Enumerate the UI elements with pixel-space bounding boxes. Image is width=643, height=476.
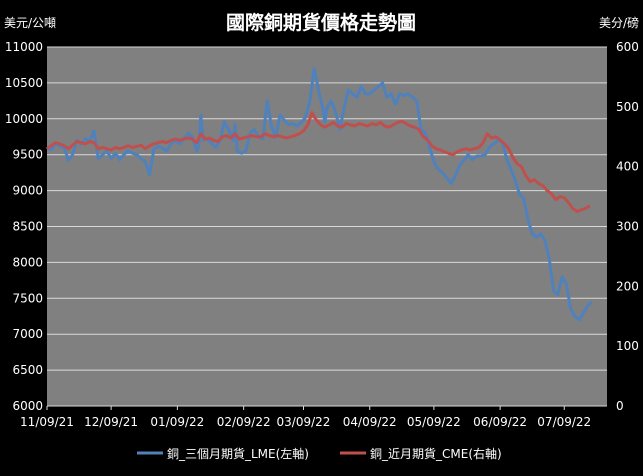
- legend-label: 銅_三個月期貨_LME(左軸): [167, 446, 309, 461]
- y-left-tick-label: 10000: [5, 112, 43, 126]
- y-left-tick-label: 6000: [12, 399, 43, 413]
- y-right-tick-label: 500: [616, 100, 639, 114]
- x-tick-label: 03/09/22: [277, 415, 331, 429]
- left-axis-unit: 美元/公噸: [4, 16, 56, 30]
- chart-title: 國際銅期貨價格走勢圖: [226, 11, 416, 34]
- y-right-tick-label: 300: [616, 220, 639, 234]
- axes: 6000650070007500800085009000950010000105…: [5, 40, 639, 429]
- y-left-tick-label: 11000: [5, 40, 43, 54]
- y-left-tick-label: 7500: [12, 291, 43, 305]
- x-tick-label: 02/09/22: [217, 415, 271, 429]
- y-left-tick-label: 9500: [12, 148, 43, 162]
- x-tick-label: 11/09/21: [20, 415, 74, 429]
- legend-label: 銅_近月期貨_CME(右軸): [370, 446, 502, 461]
- y-left-tick-label: 6500: [12, 363, 43, 377]
- x-tick-label: 04/09/22: [343, 415, 397, 429]
- gridlines: [47, 46, 607, 407]
- series: [46, 67, 593, 322]
- x-tick-label: 12/09/21: [84, 415, 138, 429]
- y-right-tick-label: 100: [616, 339, 639, 353]
- x-tick-label: 01/09/22: [150, 415, 204, 429]
- x-tick-label: 05/09/22: [407, 415, 461, 429]
- y-left-tick-label: 7000: [12, 327, 43, 341]
- x-tick-label: 06/09/22: [473, 415, 527, 429]
- right-axis-unit: 美分/磅: [599, 15, 639, 30]
- y-left-tick-label: 8000: [12, 255, 43, 269]
- y-left-tick-label: 9000: [12, 184, 43, 198]
- legend: 銅_三個月期貨_LME(左軸) 銅_近月期貨_CME(右軸): [137, 446, 502, 461]
- y-right-tick-label: 400: [616, 160, 639, 174]
- y-right-tick-label: 200: [616, 279, 639, 293]
- y-right-tick-label: 0: [616, 399, 624, 413]
- y-right-tick-label: 600: [616, 40, 639, 54]
- x-tick-label: 07/09/22: [537, 415, 591, 429]
- series-line-cme: [46, 111, 591, 213]
- y-left-tick-label: 8500: [12, 220, 43, 234]
- y-left-tick-label: 10500: [5, 76, 43, 90]
